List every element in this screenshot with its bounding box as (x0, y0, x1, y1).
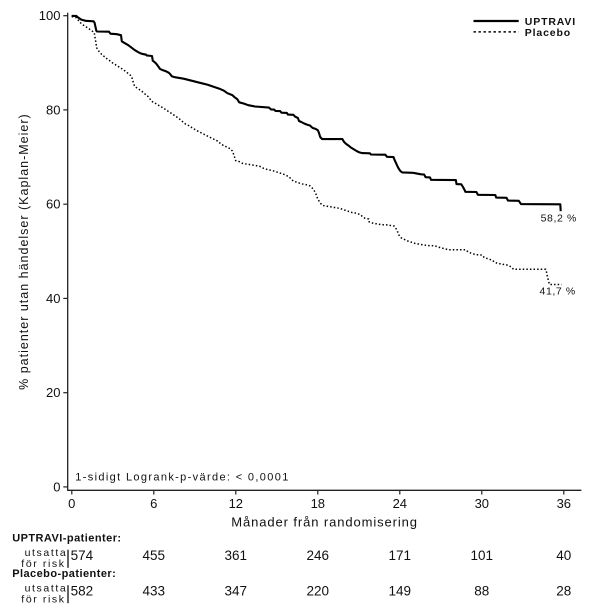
svg-text:30: 30 (475, 496, 489, 511)
svg-text:455: 455 (143, 548, 166, 563)
svg-text:574: 574 (71, 548, 94, 563)
svg-text:Placebo-patienter:: Placebo-patienter: (12, 568, 116, 580)
svg-text:80: 80 (46, 102, 60, 117)
svg-text:41,7 %: 41,7 % (540, 286, 576, 298)
svg-text:60: 60 (46, 197, 60, 212)
svg-text:Placebo: Placebo (525, 27, 571, 39)
svg-text:28: 28 (556, 584, 571, 599)
svg-text:1-sidigt Logrank-p-värde: < 0,: 1-sidigt Logrank-p-värde: < 0,0001 (75, 472, 289, 484)
svg-text:12: 12 (229, 496, 243, 511)
svg-text:149: 149 (389, 584, 412, 599)
svg-text:för risk: för risk (21, 593, 65, 605)
svg-text:36: 36 (557, 496, 571, 511)
svg-text:40: 40 (556, 548, 571, 563)
svg-text:88: 88 (474, 584, 489, 599)
svg-text:20: 20 (46, 385, 60, 400)
svg-text:101: 101 (471, 548, 494, 563)
svg-text:24: 24 (393, 496, 407, 511)
svg-text:347: 347 (225, 584, 248, 599)
svg-text:0: 0 (68, 496, 75, 511)
svg-text:0: 0 (53, 479, 60, 494)
svg-text:40: 40 (46, 291, 60, 306)
svg-text:171: 171 (389, 548, 412, 563)
svg-text:för risk: för risk (21, 558, 65, 570)
svg-text:433: 433 (143, 584, 166, 599)
svg-text:361: 361 (225, 548, 248, 563)
svg-text:% patienter utan händelser (Ka: % patienter utan händelser (Kaplan-Meier… (17, 113, 31, 390)
svg-text:6: 6 (150, 496, 157, 511)
svg-text:58,2 %: 58,2 % (541, 212, 577, 224)
svg-text:220: 220 (307, 584, 330, 599)
svg-text:UPTRAVI-patienter:: UPTRAVI-patienter: (12, 532, 121, 544)
svg-text:100: 100 (39, 8, 61, 23)
svg-text:Månader från randomisering: Månader från randomisering (231, 515, 418, 530)
svg-text:utsatta: utsatta (25, 547, 68, 559)
svg-text:utsatta: utsatta (25, 583, 68, 595)
svg-text:UPTRAVI: UPTRAVI (525, 16, 576, 28)
svg-text:582: 582 (71, 584, 94, 599)
svg-text:246: 246 (307, 548, 330, 563)
svg-text:18: 18 (311, 496, 325, 511)
